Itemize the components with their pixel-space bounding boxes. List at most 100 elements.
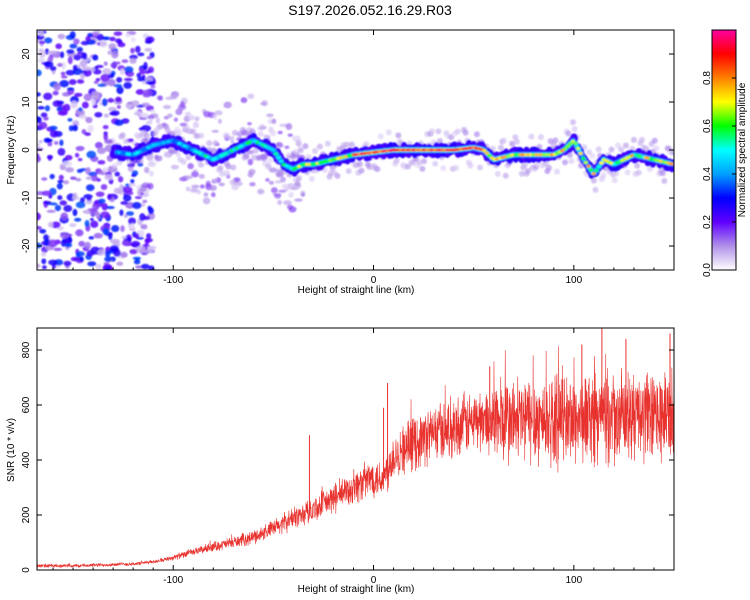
spectrogram-cell bbox=[102, 68, 112, 75]
spectrogram-cell bbox=[78, 114, 88, 119]
spectrogram-cell bbox=[103, 61, 108, 66]
spectrogram-cell bbox=[52, 100, 62, 108]
spectrogram-cell bbox=[115, 96, 122, 103]
spectrogram-cell bbox=[651, 137, 658, 144]
spectrogram-cell bbox=[209, 184, 217, 191]
spectrogram-cell bbox=[570, 119, 577, 126]
spectrogram-cell bbox=[123, 77, 133, 82]
spectrogram-cell bbox=[432, 160, 439, 167]
spectrogram-cell bbox=[83, 93, 93, 101]
spectrogram-cell bbox=[624, 169, 631, 176]
spectrogram-cell bbox=[130, 37, 136, 43]
spectrogram-cell bbox=[86, 150, 97, 159]
spectrogram-cell bbox=[113, 31, 123, 36]
spectrogram-cell bbox=[37, 34, 45, 40]
spectrogram-cell bbox=[283, 200, 292, 206]
spectrogram-cell bbox=[210, 192, 216, 198]
spectrogram-cell bbox=[596, 165, 602, 169]
spectrogram-blobs bbox=[37, 30, 674, 270]
spectrogram-cell bbox=[611, 177, 618, 184]
snr-ytick-label: 200 bbox=[21, 506, 32, 523]
spectrogram-cell bbox=[60, 212, 69, 221]
spectrogram-cell bbox=[247, 158, 254, 166]
spectrogram-cell bbox=[316, 143, 323, 150]
spectrogram-cell bbox=[419, 165, 426, 172]
spectrogram-cell bbox=[65, 167, 75, 173]
spectrogram-cell bbox=[497, 144, 504, 151]
spectrogram-cell bbox=[107, 98, 115, 103]
snr-ytick-label: 0 bbox=[21, 567, 32, 573]
spectrogram-cell bbox=[128, 217, 136, 225]
spectrogram-xlabel: Height of straight line (km) bbox=[298, 285, 415, 296]
spectrogram-cell bbox=[44, 61, 54, 68]
spectrogram-cell bbox=[528, 133, 535, 140]
spectrogram-cell bbox=[75, 177, 82, 182]
spectrogram-cell bbox=[123, 194, 132, 202]
spectrogram-cell bbox=[135, 45, 141, 53]
spectrogram-cell bbox=[88, 236, 95, 240]
spectrogram-cell bbox=[53, 247, 63, 252]
spectrogram-cell bbox=[131, 101, 140, 107]
spectrogram-xtick-label: 0 bbox=[371, 275, 377, 286]
spectrogram-cell bbox=[116, 261, 124, 266]
spectrogram-cell bbox=[47, 221, 54, 228]
spectrogram-cell bbox=[223, 169, 230, 177]
spectrogram-cell bbox=[203, 110, 211, 118]
spectrogram-cell bbox=[252, 147, 259, 154]
spectrogram-cell bbox=[60, 71, 66, 76]
snr-xtick-label: -100 bbox=[163, 575, 183, 586]
spectrogram-cell bbox=[211, 129, 219, 133]
spectrogram-cell bbox=[513, 138, 520, 145]
spectrogram-cell bbox=[72, 192, 78, 199]
spectrogram-cell bbox=[63, 204, 73, 213]
spectrogram-cell bbox=[231, 129, 238, 136]
spectrogram-cell bbox=[43, 116, 49, 121]
spectrogram-cell bbox=[141, 202, 146, 207]
spectrogram-cell bbox=[385, 129, 392, 136]
spectrogram-cell bbox=[44, 105, 50, 112]
spectrogram-cell bbox=[467, 162, 474, 169]
spectrogram-ytick-label: 10 bbox=[21, 96, 32, 108]
spectrogram-cell bbox=[41, 190, 52, 196]
spectrogram-cell bbox=[144, 47, 153, 52]
spectrogram-cell bbox=[111, 224, 120, 233]
spectrogram-cell bbox=[73, 38, 80, 45]
spectrogram-cell bbox=[153, 127, 160, 134]
spectrogram-cell bbox=[119, 132, 126, 139]
colorbar-tick-label: 0.2 bbox=[702, 215, 713, 229]
spectrogram-cell bbox=[142, 199, 148, 203]
snr-xlabel: Height of straight line (km) bbox=[298, 584, 415, 595]
spectrogram-cell bbox=[518, 170, 525, 177]
spectrogram-cell bbox=[121, 59, 129, 63]
spectrogram-cell bbox=[194, 116, 200, 122]
spectrogram-cell bbox=[189, 188, 198, 193]
spectrogram-cell bbox=[212, 113, 217, 120]
spectrogram-cell bbox=[144, 76, 154, 83]
spectrogram-cell bbox=[211, 147, 218, 154]
spectrogram-cell bbox=[100, 211, 110, 219]
spectrogram-cell bbox=[109, 245, 119, 252]
spectrogram-cell bbox=[125, 33, 131, 38]
spectrogram-cell bbox=[59, 80, 69, 88]
spectrogram-cell bbox=[144, 238, 150, 245]
spectrogram-cell bbox=[37, 105, 45, 110]
spectrogram-cell bbox=[622, 142, 629, 149]
spectrogram-cell bbox=[260, 155, 267, 162]
spectrogram-cell bbox=[170, 93, 178, 100]
spectrogram-cell bbox=[537, 134, 544, 141]
spectrogram-cell bbox=[43, 92, 53, 101]
spectrogram-cell bbox=[141, 263, 150, 270]
spectrogram-cell bbox=[167, 113, 173, 118]
spectrogram-cell bbox=[42, 200, 52, 205]
spectrogram-cell bbox=[222, 132, 230, 139]
spectrogram-cell bbox=[77, 157, 83, 162]
spectrogram-cell bbox=[614, 142, 621, 149]
spectrogram-cell bbox=[116, 105, 121, 109]
spectrogram-cell bbox=[103, 36, 111, 41]
spectrogram-cell bbox=[144, 70, 151, 74]
spectrogram-cell bbox=[105, 205, 115, 210]
spectrogram-cell bbox=[96, 147, 106, 155]
spectrogram-cell bbox=[41, 258, 47, 265]
